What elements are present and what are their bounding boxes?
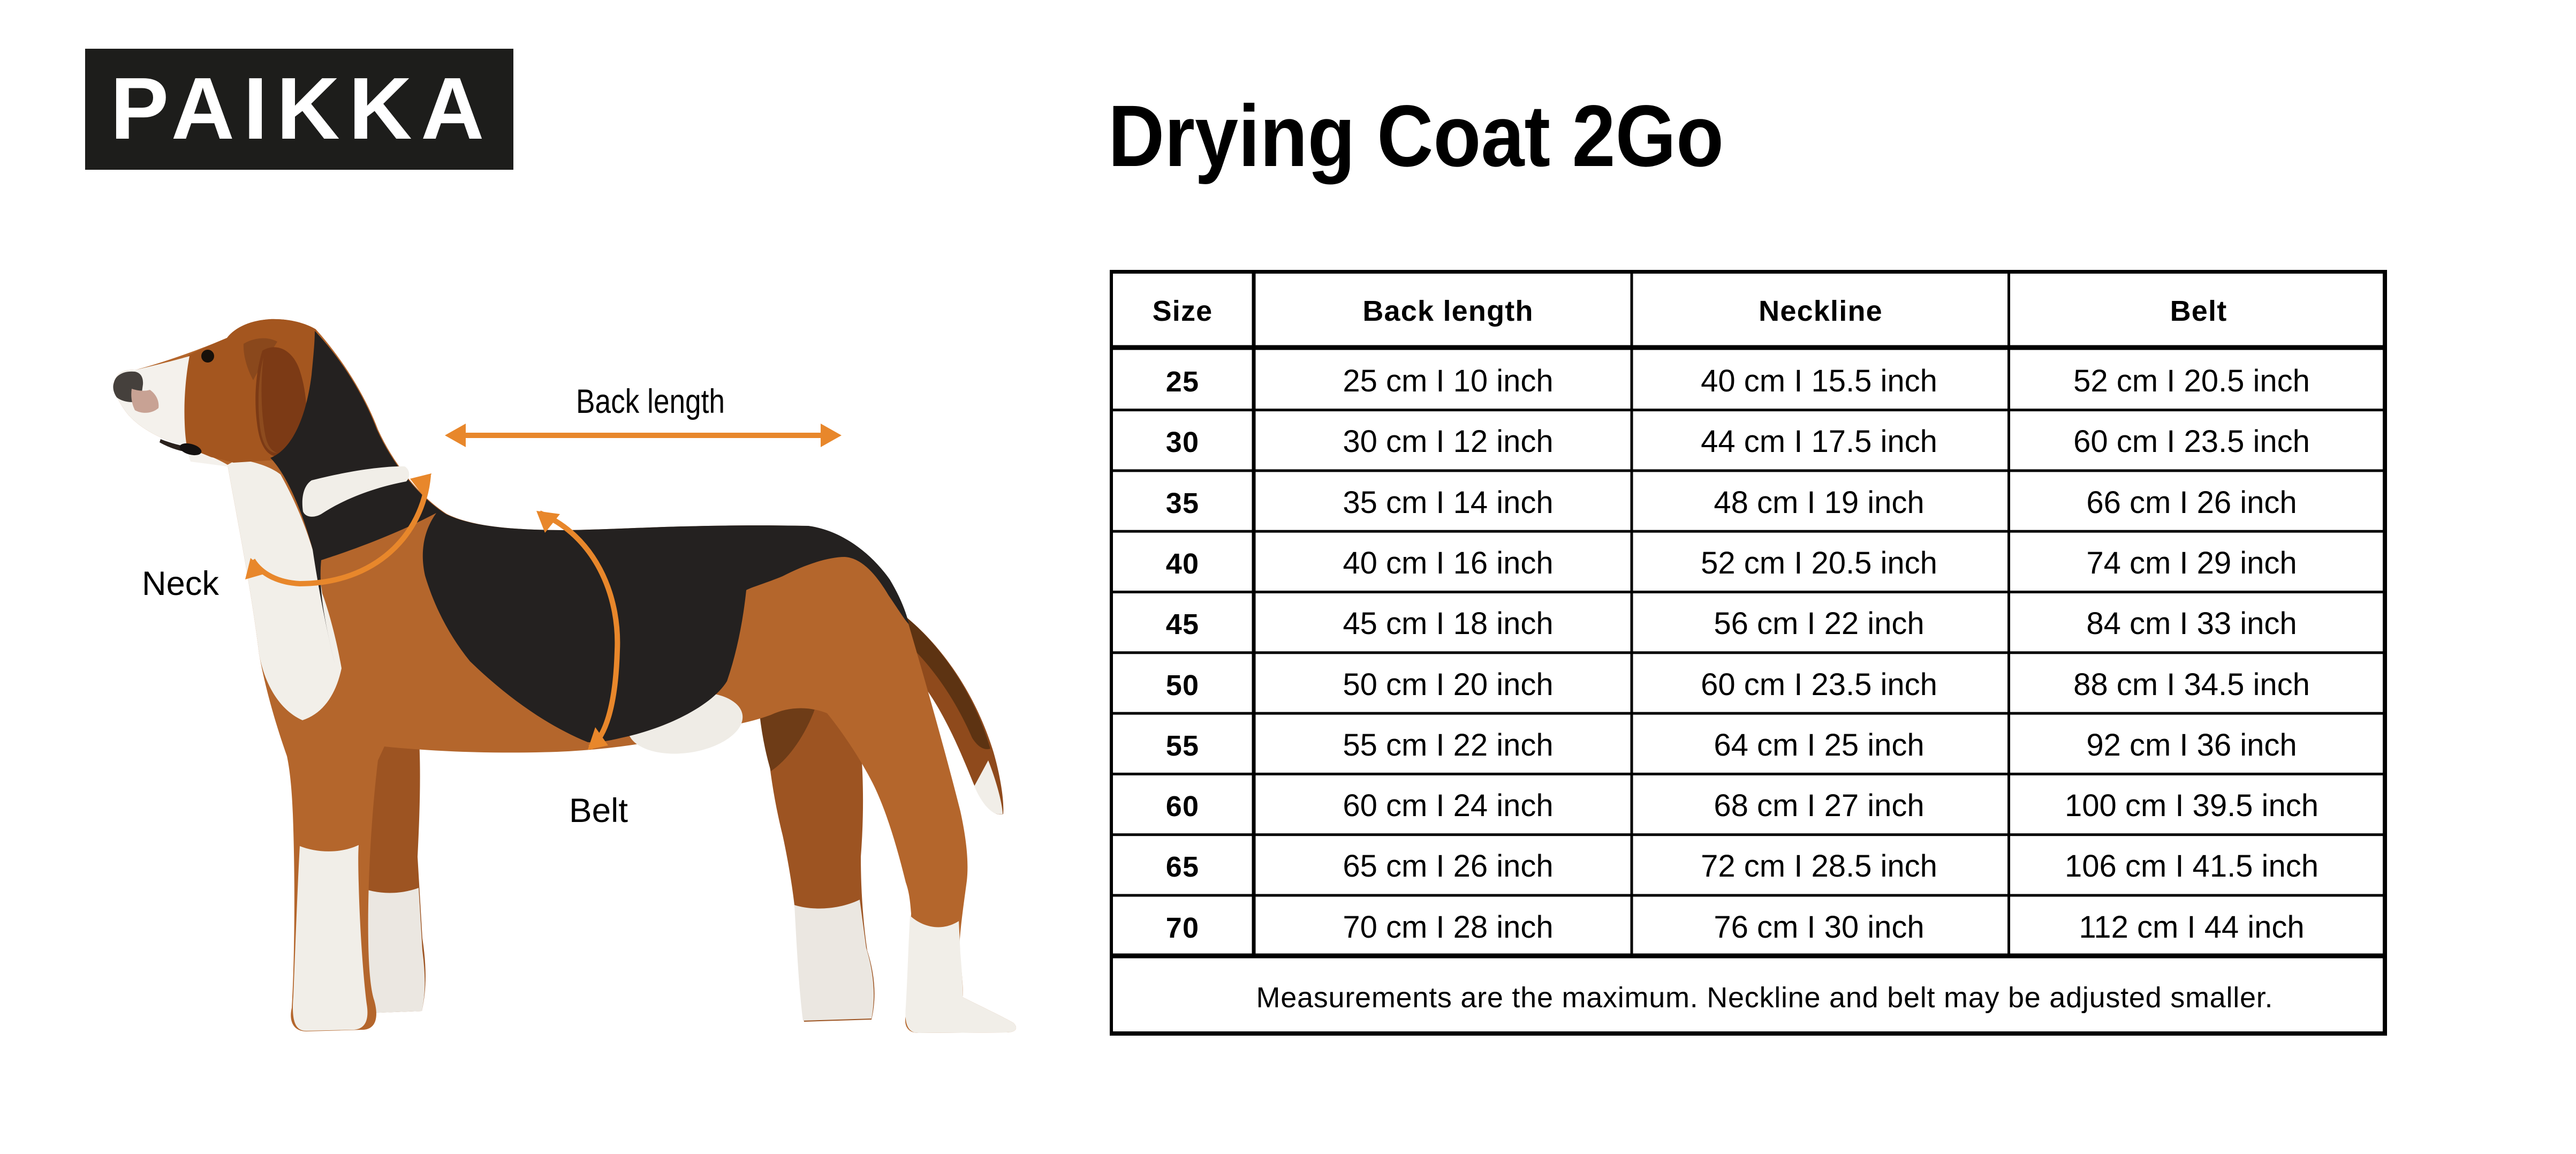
svg-text:PAIKKA: PAIKKA <box>110 59 497 157</box>
svg-text:64 cm I 25 inch: 64 cm I 25 inch <box>1714 728 1924 763</box>
svg-text:60: 60 <box>1166 790 1199 823</box>
svg-text:35: 35 <box>1166 487 1199 519</box>
svg-text:40 cm I 16 inch: 40 cm I 16 inch <box>1343 546 1553 580</box>
svg-text:70: 70 <box>1166 912 1199 944</box>
svg-text:Neckline: Neckline <box>1759 295 1883 327</box>
svg-text:45: 45 <box>1166 608 1199 640</box>
svg-text:84 cm I 33 inch: 84 cm I 33 inch <box>2086 606 2297 641</box>
svg-text:72 cm I 28.5 inch: 72 cm I 28.5 inch <box>1701 849 1937 884</box>
svg-text:88 cm I 34.5 inch: 88 cm I 34.5 inch <box>2073 667 2310 702</box>
svg-text:35 cm I 14 inch: 35 cm I 14 inch <box>1343 485 1553 520</box>
svg-text:30: 30 <box>1166 426 1199 458</box>
svg-text:50 cm I 20 inch: 50 cm I 20 inch <box>1343 667 1553 702</box>
svg-text:Back length: Back length <box>1362 295 1533 327</box>
svg-text:92 cm I 36 inch: 92 cm I 36 inch <box>2086 728 2297 763</box>
svg-text:30 cm I 12 inch: 30 cm I 12 inch <box>1343 424 1553 459</box>
svg-text:Drying Coat 2Go: Drying Coat 2Go <box>1108 87 1724 185</box>
svg-text:56 cm I 22 inch: 56 cm I 22 inch <box>1714 606 1924 641</box>
svg-text:60 cm I 24 inch: 60 cm I 24 inch <box>1343 788 1553 823</box>
svg-text:55 cm I 22 inch: 55 cm I 22 inch <box>1343 728 1553 763</box>
svg-text:55: 55 <box>1166 730 1199 762</box>
svg-text:74 cm I 29 inch: 74 cm I 29 inch <box>2086 546 2297 580</box>
svg-text:106 cm I 41.5 inch: 106 cm I 41.5 inch <box>2065 849 2319 884</box>
svg-text:Size: Size <box>1153 295 1213 327</box>
svg-text:50: 50 <box>1166 669 1199 702</box>
svg-text:70 cm I 28 inch: 70 cm I 28 inch <box>1343 910 1553 945</box>
svg-text:100 cm I 39.5 inch: 100 cm I 39.5 inch <box>2065 788 2319 823</box>
svg-text:Belt: Belt <box>569 792 628 829</box>
svg-text:60 cm I 23.5 inch: 60 cm I 23.5 inch <box>1701 667 1937 702</box>
svg-text:65: 65 <box>1166 851 1199 883</box>
svg-text:40 cm I 15.5 inch: 40 cm I 15.5 inch <box>1701 364 1937 398</box>
svg-text:25 cm I 10 inch: 25 cm I 10 inch <box>1343 364 1553 398</box>
svg-text:40: 40 <box>1166 548 1199 580</box>
svg-text:112 cm I 44 inch: 112 cm I 44 inch <box>2079 910 2304 945</box>
svg-text:Measurements are the maximum.: Measurements are the maximum. Neckline a… <box>1256 982 2273 1014</box>
svg-text:48 cm I 19 inch: 48 cm I 19 inch <box>1714 485 1924 520</box>
svg-text:60 cm I 23.5 inch: 60 cm I 23.5 inch <box>2073 424 2310 459</box>
svg-text:Belt: Belt <box>2170 295 2228 327</box>
svg-text:25: 25 <box>1166 366 1199 398</box>
svg-text:Back length: Back length <box>576 383 725 420</box>
svg-text:44 cm I 17.5 inch: 44 cm I 17.5 inch <box>1701 424 1937 459</box>
svg-text:52 cm I 20.5 inch: 52 cm I 20.5 inch <box>1701 546 1937 580</box>
svg-text:45 cm I 18 inch: 45 cm I 18 inch <box>1343 606 1553 641</box>
svg-text:65 cm I 26 inch: 65 cm I 26 inch <box>1343 849 1553 884</box>
svg-text:76 cm I 30 inch: 76 cm I 30 inch <box>1714 910 1924 945</box>
svg-text:66 cm I 26 inch: 66 cm I 26 inch <box>2086 485 2297 520</box>
svg-text:68 cm I 27 inch: 68 cm I 27 inch <box>1714 788 1924 823</box>
svg-text:52 cm I 20.5 inch: 52 cm I 20.5 inch <box>2073 364 2310 398</box>
svg-text:Neck: Neck <box>142 565 219 602</box>
